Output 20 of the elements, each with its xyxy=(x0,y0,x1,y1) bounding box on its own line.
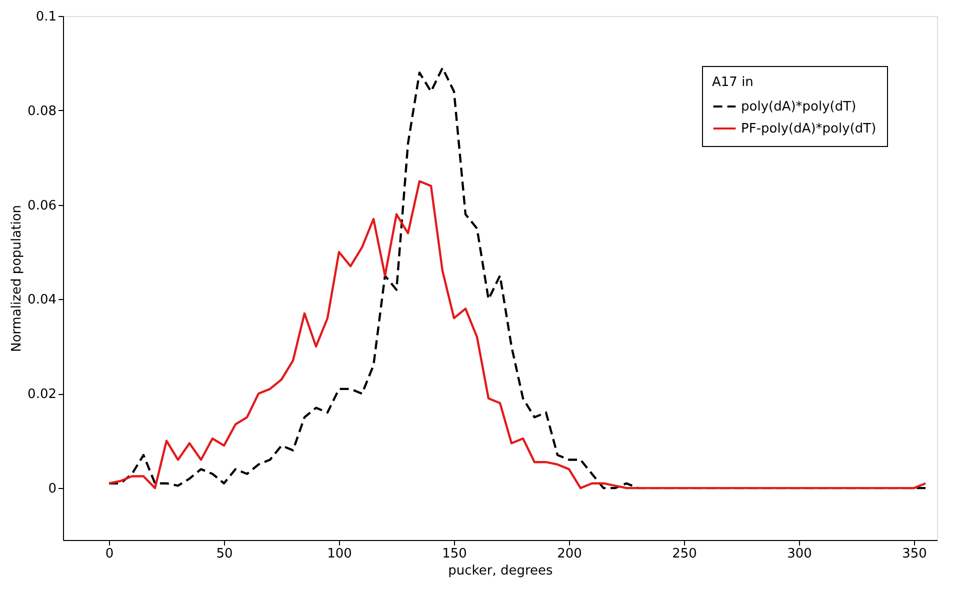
y-tick-label: 0.06 xyxy=(28,198,56,214)
y-tick-label: 0.1 xyxy=(36,10,56,24)
line-series xyxy=(108,180,927,490)
y-axis-title: Normalized population xyxy=(10,204,25,352)
x-tick-label: 250 xyxy=(672,546,697,562)
x-tick-label: 200 xyxy=(557,546,582,562)
x-axis-title: pucker, degrees xyxy=(448,564,554,578)
x-tick-label: 350 xyxy=(902,546,927,562)
legend-title: A17 in xyxy=(712,75,754,90)
y-tick-label: 0 xyxy=(48,482,56,497)
x-tick-label: 150 xyxy=(442,546,467,562)
x-tick-label: 100 xyxy=(327,546,352,562)
y-tick-label: 0.04 xyxy=(28,292,56,308)
legend-label: poly(dA)*poly(dT) xyxy=(741,100,856,114)
x-tick-label: 0 xyxy=(105,546,114,562)
legend-label: PF-poly(dA)*poly(dT) xyxy=(741,122,876,136)
x-tick-label: 50 xyxy=(216,546,233,562)
x-tick-label: 300 xyxy=(787,546,812,562)
y-tick-label: 0.02 xyxy=(28,387,56,402)
y-tick-label: 0.08 xyxy=(28,104,56,119)
